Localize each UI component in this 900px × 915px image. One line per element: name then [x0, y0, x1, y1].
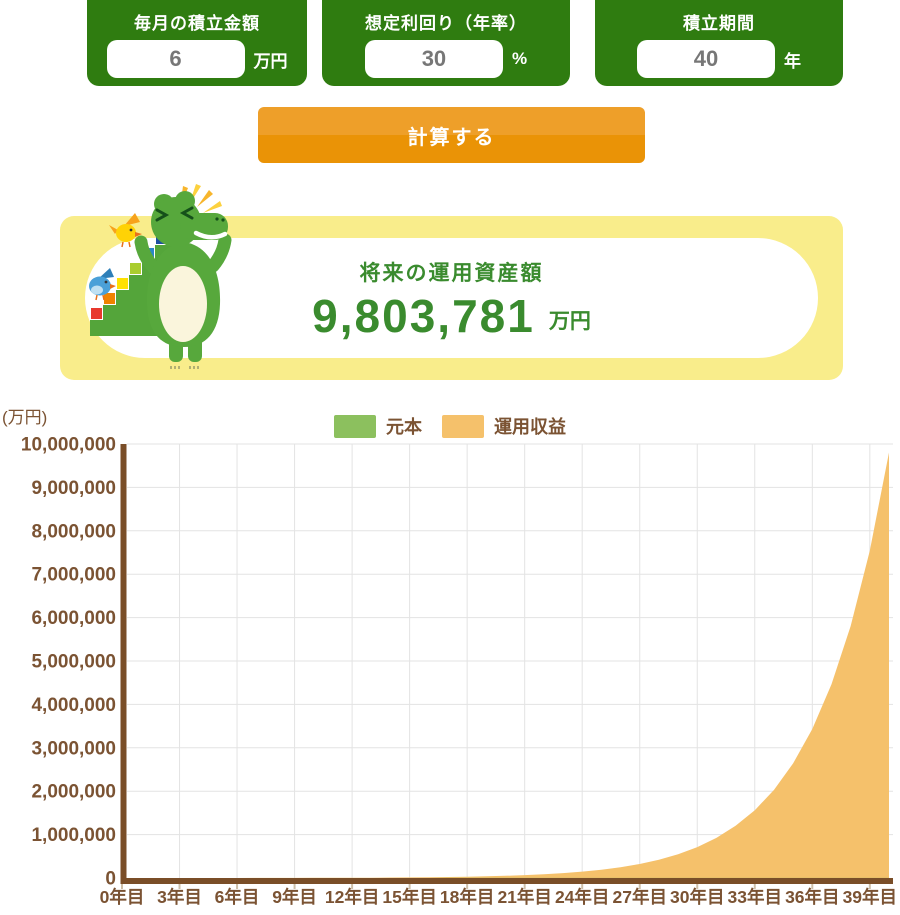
principal-legend-label: 元本: [386, 417, 422, 437]
svg-text:7,000,000: 7,000,000: [31, 565, 116, 586]
expected-yield-label: 想定利回り（年率）: [365, 14, 527, 33]
input-card-expected-yield: 想定利回り（年率） %: [322, 0, 570, 86]
svg-text:15年目: 15年目: [382, 887, 436, 907]
svg-text:2,000,000: 2,000,000: [31, 782, 116, 803]
claw-marks: [170, 366, 199, 369]
svg-text:3年目: 3年目: [157, 887, 202, 907]
returns-swatch-icon: [442, 414, 484, 438]
saving-period-unit: 年: [784, 51, 801, 71]
expected-yield-input[interactable]: [364, 40, 503, 78]
crocodile-mascot-illustration: [89, 184, 232, 369]
returns-legend-label: 運用収益: [494, 417, 566, 437]
y-axis-unit-label: (万円): [2, 408, 48, 427]
svg-text:0年目: 0年目: [100, 887, 145, 907]
svg-text:3,000,000: 3,000,000: [31, 738, 116, 759]
svg-text:9,000,000: 9,000,000: [31, 478, 116, 499]
blue-bird-icon: [89, 268, 116, 301]
svg-text:18年目: 18年目: [440, 887, 494, 907]
monthly-amount-unit: 万円: [253, 51, 288, 71]
input-card-monthly-amount: 毎月の積立金額 万円: [87, 0, 307, 86]
svg-text:10,000,000: 10,000,000: [21, 435, 116, 456]
svg-text:1,000,000: 1,000,000: [31, 825, 116, 846]
monthly-amount-label: 毎月の積立金額: [134, 14, 260, 33]
svg-text:6年目: 6年目: [215, 887, 260, 907]
legend-item-returns[interactable]: 運用収益: [442, 413, 566, 439]
svg-text:4,000,000: 4,000,000: [31, 695, 116, 716]
expected-yield-unit: %: [511, 49, 528, 68]
chart-plot-area: 0 1,000,000 2,000,000 3,000,000 4,000,000 5,0…: [21, 435, 897, 908]
svg-text:8,000,000: 8,000,000: [31, 521, 116, 542]
input-card-saving-period: 積立期間 年: [595, 0, 843, 86]
svg-text:27年目: 27年目: [612, 887, 666, 907]
smile: [193, 230, 228, 240]
svg-text:12年目: 12年目: [325, 887, 379, 907]
result-panel: 将来の運用資産額 9,803,781 万円: [60, 184, 843, 380]
svg-text:9年目: 9年目: [272, 887, 317, 907]
svg-text:6,000,000: 6,000,000: [31, 608, 116, 629]
svg-text:30年目: 30年目: [670, 887, 724, 907]
svg-text:39年目: 39年目: [843, 887, 897, 907]
calculate-button[interactable]: 計算する: [258, 107, 645, 163]
legend-item-principal[interactable]: 元本: [334, 413, 422, 439]
saving-period-label: 積立期間: [683, 14, 755, 33]
svg-text:33年目: 33年目: [728, 887, 782, 907]
result-title: 将来の運用資産額: [359, 262, 544, 285]
chart-legend: 元本 運用収益: [0, 413, 900, 439]
result-amount: 9,803,781: [312, 290, 535, 342]
svg-text:24年目: 24年目: [555, 887, 609, 907]
yellow-bird-icon: [109, 213, 142, 248]
svg-text:21年目: 21年目: [497, 887, 551, 907]
svg-text:5,000,000: 5,000,000: [31, 652, 116, 673]
closed-eyes: [155, 206, 194, 222]
result-amount-unit: 万円: [548, 310, 591, 333]
asset-growth-chart: 0 1,000,000 2,000,000 3,000,000 4,000,000 5,0…: [0, 400, 900, 915]
principal-swatch-icon: [334, 414, 376, 438]
svg-text:0: 0: [105, 869, 116, 890]
svg-text:36年目: 36年目: [785, 887, 839, 907]
monthly-amount-input[interactable]: [106, 40, 245, 78]
saving-period-input[interactable]: [637, 40, 775, 78]
